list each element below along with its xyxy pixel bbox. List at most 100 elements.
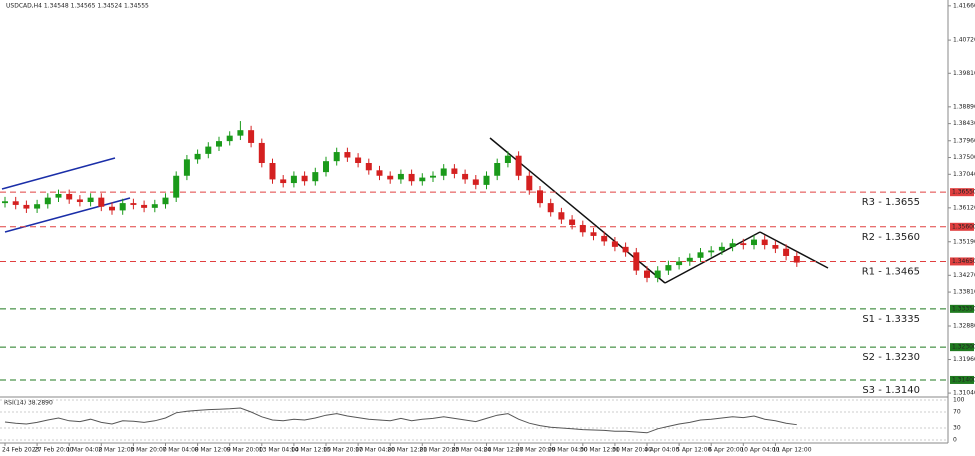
rsi-line <box>4 407 797 434</box>
candle-body <box>547 203 554 213</box>
candle-body <box>494 162 501 176</box>
y-tick-label: 1.38890 <box>953 103 975 110</box>
candle-body <box>269 162 276 180</box>
y-tick-label: 1.34270 <box>953 272 975 279</box>
level-label: R3 - 1.3655 <box>862 197 920 208</box>
candle-body <box>76 199 83 203</box>
candle-body <box>34 204 41 209</box>
candle-body <box>676 261 683 266</box>
candle-body <box>258 142 265 163</box>
y-tick-label: 1.40720 <box>953 37 975 44</box>
x-tick-label: 7 Mar 04:00 <box>163 447 199 454</box>
candle-body <box>644 270 650 278</box>
candle-body <box>333 152 340 162</box>
candle-body <box>622 246 629 253</box>
rsi-tick-label: 0 <box>953 437 957 444</box>
rsi-tick-label: 30 <box>953 425 961 432</box>
x-tick-label: 3 Mar 20:00 <box>130 447 166 454</box>
y-tick-label: 1.33810 <box>953 289 975 296</box>
candle-body <box>430 175 436 178</box>
level-label: R1 - 1.3465 <box>862 266 920 277</box>
candle-body <box>718 246 725 251</box>
candle-body <box>579 224 586 233</box>
x-tick-label: 31 Mar 20:00 <box>612 447 652 454</box>
x-tick-label: 29 Mar 04:00 <box>548 447 588 454</box>
price-box <box>950 304 974 313</box>
candle-body <box>462 173 469 180</box>
x-tick-label: 2 Mar 12:00 <box>98 447 134 454</box>
candle-body <box>751 239 757 246</box>
price-box-label: 1.34650 <box>952 258 975 265</box>
level-label: R2 - 1.3560 <box>862 232 920 243</box>
candle-body <box>761 239 768 246</box>
x-tick-label: 4 Apr 04:00 <box>644 447 679 454</box>
candle-body <box>376 170 383 176</box>
rsi-tick-label: 100 <box>953 397 965 404</box>
x-tick-label: 15 Mar 20:00 <box>323 447 363 454</box>
x-tick-label: 8 Mar 12:00 <box>195 447 231 454</box>
candle-body <box>301 175 308 182</box>
x-tick-label: 24 Feb 2023 <box>2 447 40 454</box>
candle-body <box>237 130 244 136</box>
x-tick-label: 5 Apr 12:00 <box>676 447 711 454</box>
candle-body <box>526 175 533 191</box>
x-tick-label: 14 Mar 12:00 <box>291 447 331 454</box>
candle-body <box>686 257 693 262</box>
x-tick-label: 21 Mar 20:00 <box>419 447 459 454</box>
candle-body <box>590 232 597 236</box>
candle-body <box>173 175 180 198</box>
price-box-label: 1.31400 <box>952 376 975 383</box>
candle-body <box>162 197 169 205</box>
x-tick-label: 27 Feb 20:00 <box>34 447 74 454</box>
price-box <box>950 188 974 197</box>
price-box <box>950 375 974 384</box>
candle-body <box>740 243 747 246</box>
candle-body <box>783 248 790 256</box>
chart-title: USDCAD,H4 1.34548 1.34565 1.34524 1.3455… <box>6 3 149 10</box>
candle-body <box>87 197 94 203</box>
candle-body <box>12 201 19 205</box>
candle-body <box>451 168 458 174</box>
candle-body <box>419 177 426 182</box>
y-tick-label: 1.37040 <box>953 171 975 178</box>
candle-body <box>537 190 543 204</box>
x-tick-label: 17 Mar 04:00 <box>355 447 395 454</box>
candle-body <box>248 130 255 143</box>
candle-body <box>633 252 640 271</box>
x-tick-label: 11 Apr 12:00 <box>772 447 811 454</box>
x-tick-label: 10 Apr 04:00 <box>740 447 779 454</box>
rsi-tick-label: 70 <box>953 409 961 416</box>
candle-body <box>130 203 137 205</box>
candle-body <box>601 235 608 242</box>
price-box-label: 1.36550 <box>952 189 975 196</box>
y-tick-label: 1.35190 <box>953 238 975 245</box>
trend-line <box>664 231 761 284</box>
x-tick-label: 13 Mar 04:00 <box>259 447 299 454</box>
candle-body <box>55 193 62 198</box>
candle-body <box>708 250 715 253</box>
candle-body <box>472 179 479 185</box>
rsi-title: RSI(14) 38.2890 <box>4 400 53 407</box>
candle-body <box>793 255 800 263</box>
y-tick-label: 1.38430 <box>953 120 975 127</box>
candle-body <box>697 252 704 258</box>
x-tick-label: 20 Mar 12:00 <box>387 447 427 454</box>
candle-body <box>23 204 30 209</box>
candle-body <box>408 173 415 182</box>
price-box <box>950 343 974 352</box>
candle-body <box>119 203 126 211</box>
candle-body <box>280 179 287 184</box>
x-tick-label: 9 Mar 20:00 <box>227 447 263 454</box>
price-box <box>950 222 974 231</box>
candle-body <box>226 135 233 142</box>
candle-body <box>387 175 394 180</box>
candle-body <box>365 162 372 171</box>
x-tick-label: 6 Apr 20:00 <box>708 447 743 454</box>
candle-body <box>772 245 779 249</box>
candle-body <box>654 270 661 278</box>
price-box-label: 1.32300 <box>952 344 975 351</box>
candle-body <box>98 197 105 207</box>
candle-body <box>323 161 329 173</box>
candle-body <box>141 204 148 208</box>
candle-body <box>397 173 404 180</box>
